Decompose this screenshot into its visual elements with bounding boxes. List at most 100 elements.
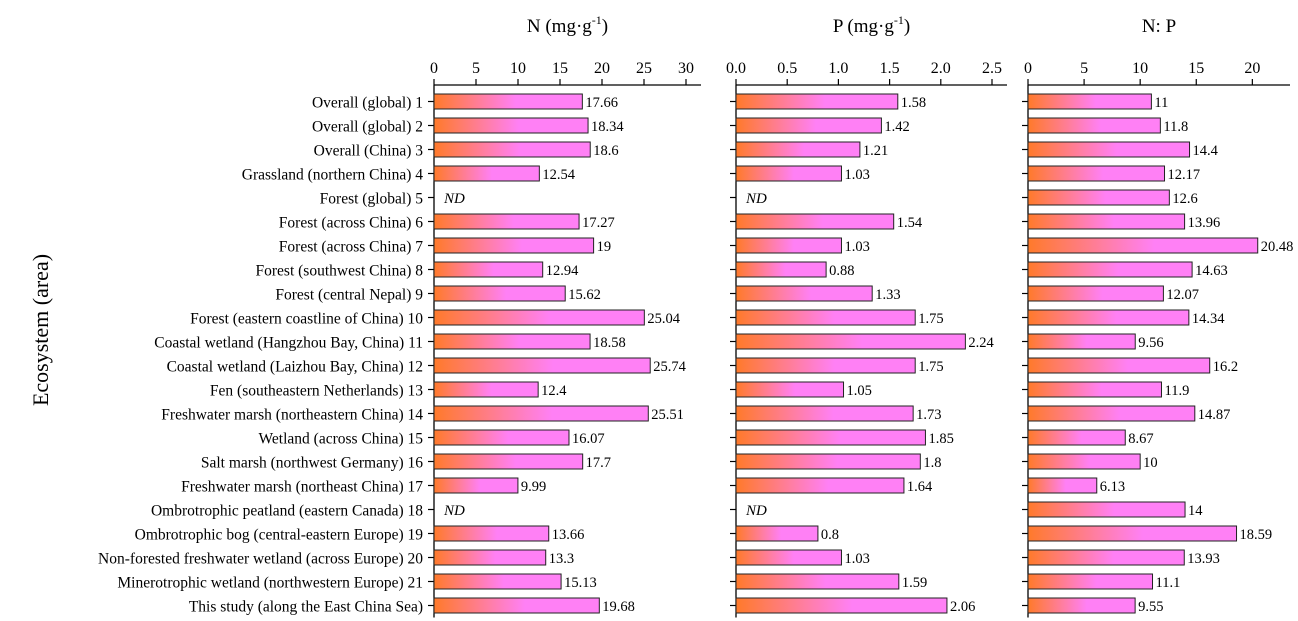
x-tick-label: 25: [636, 60, 652, 77]
panel-3: N: P 0 5 10 15 20 11 11.8 14.4 12.17 12.6 13.96 20.4…: [1022, 16, 1293, 618]
bar: [735, 429, 926, 446]
bar: [1027, 309, 1190, 326]
bar-value-label: 25.74: [653, 359, 686, 375]
bar-value-label: 1.03: [844, 551, 869, 567]
bar: [1027, 333, 1136, 350]
category-label: Overall (China) 3: [314, 143, 424, 160]
category-label: Forest (across China) 7: [279, 239, 423, 256]
bar: [1027, 525, 1238, 542]
bar: [1027, 381, 1162, 398]
x-tick-label: 5: [1080, 60, 1088, 77]
bar: [735, 477, 905, 494]
bar-value-label: 20.48: [1261, 239, 1294, 255]
bar-value-label: 1.73: [916, 407, 941, 423]
bar-value-label: 9.55: [1138, 599, 1163, 615]
x-tick-label: 0: [430, 60, 438, 77]
bar-value-label: 13.66: [552, 527, 585, 543]
bar-value-label: 18.59: [1240, 527, 1273, 543]
bar: [1027, 117, 1161, 134]
bar-value-label: 6.13: [1100, 479, 1125, 495]
x-tick-label: 5: [472, 60, 480, 77]
category-label: This study (along the East China Sea): [189, 599, 423, 616]
bar-value-label: 11.1: [1156, 575, 1181, 591]
bar: [1027, 165, 1166, 182]
bar-value-label: 14.4: [1193, 143, 1219, 159]
bar: [735, 405, 914, 422]
chart-panels: N (mg·g-1) 0 5 10 15 20 25 30 17.66 18.34 18.6 12.5…: [428, 13, 1293, 618]
bar: [433, 117, 589, 134]
category-label: Grassland (northern China) 4: [242, 167, 423, 184]
x-tick-label: 10: [510, 60, 526, 77]
missing-label: ND: [443, 191, 465, 207]
panel-title: N (mg·g-1): [527, 13, 608, 37]
bar: [1027, 357, 1211, 374]
bar: [735, 381, 845, 398]
category-label: Non-forested freshwater wetland (across …: [98, 551, 423, 568]
bar: [433, 477, 519, 494]
bar-value-label: 11.8: [1163, 119, 1188, 135]
bar-value-label: 2.06: [950, 599, 975, 615]
bar: [735, 285, 873, 302]
bar: [1027, 501, 1186, 518]
bar-value-label: 15.62: [568, 287, 601, 303]
bar: [735, 333, 966, 350]
y-axis-title: Ecosystem (area): [28, 254, 53, 406]
bar-value-label: 14: [1188, 503, 1203, 519]
bar: [735, 213, 895, 230]
bar-value-label: 19.68: [602, 599, 635, 615]
bar: [433, 357, 651, 374]
x-tick-label: 2.5: [982, 60, 1002, 77]
bar-value-label: 12.54: [542, 167, 575, 183]
category-label: Forest (across China) 6: [279, 215, 423, 232]
bar: [735, 261, 827, 278]
category-label: Salt marsh (northwest Germany) 16: [201, 455, 423, 472]
category-label: Wetland (across China) 15: [259, 431, 424, 448]
bar-value-label: 0.88: [829, 263, 854, 279]
bar-value-label: 1.54: [897, 215, 923, 231]
bar-value-label: 1.03: [844, 167, 869, 183]
bar: [433, 285, 566, 302]
bar: [735, 165, 842, 182]
bar-value-label: 14.63: [1195, 263, 1228, 279]
category-label: Freshwater marsh (northeastern China) 14: [161, 407, 423, 424]
bar-value-label: 9.99: [521, 479, 546, 495]
bar-value-label: 1.58: [901, 95, 926, 111]
bar-value-label: 17.66: [585, 95, 618, 111]
bar: [1027, 549, 1185, 566]
bar: [735, 573, 900, 590]
bar: [735, 357, 916, 374]
x-tick-label: 0.5: [777, 60, 797, 77]
bar-value-label: 1.59: [902, 575, 927, 591]
category-label: Forest (central Nepal) 9: [275, 287, 423, 304]
x-tick-label: 0.0: [726, 60, 746, 77]
bar: [735, 597, 948, 614]
x-tick-label: 20: [594, 60, 610, 77]
bar: [1027, 597, 1136, 614]
panel-title: P (mg·g-1): [833, 13, 910, 37]
bar: [735, 141, 861, 158]
bar: [433, 261, 544, 278]
bar: [1027, 189, 1170, 206]
x-tick-label: 15: [552, 60, 568, 77]
category-label: Forest (eastern coastline of China) 10: [190, 311, 423, 328]
category-label: Forest (southwest China) 8: [256, 263, 424, 280]
bar-value-label: 17.7: [586, 455, 611, 471]
bar: [1027, 261, 1193, 278]
bar-value-label: 12.07: [1166, 287, 1199, 303]
bar-value-label: 13.96: [1188, 215, 1221, 231]
bar: [1027, 477, 1098, 494]
bar-value-label: 1.8: [923, 455, 941, 471]
x-tick-label: 20: [1244, 60, 1260, 77]
bar-value-label: 25.51: [651, 407, 684, 423]
x-tick-label: 0: [1024, 60, 1032, 77]
bar: [1027, 237, 1259, 254]
bar-value-label: 1.03: [844, 239, 869, 255]
category-label: Coastal wetland (Laizhou Bay, China) 12: [167, 359, 423, 376]
category-label: Ombrotrophic bog (central-eastern Europe…: [135, 527, 424, 544]
missing-label: ND: [745, 503, 767, 519]
bar: [735, 93, 899, 110]
bar-value-label: 19: [597, 239, 612, 255]
bar: [735, 237, 842, 254]
x-tick-label: 15: [1188, 60, 1204, 77]
bar-value-label: 12.17: [1168, 167, 1201, 183]
